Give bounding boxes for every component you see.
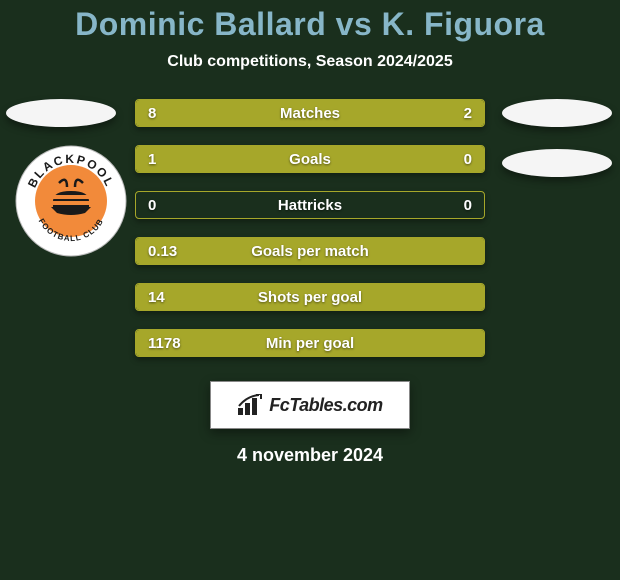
stat-label: Matches xyxy=(136,100,484,126)
stat-bars: 8Matches21Goals00Hattricks00.13Goals per… xyxy=(135,99,485,357)
stat-row: 1178Min per goal xyxy=(135,329,485,357)
player1-badge-placeholder xyxy=(6,99,116,127)
stat-value-right: 0 xyxy=(464,192,472,218)
club-badge-blackpool: BLACKPOOL FOOTBALL CLUB xyxy=(15,145,127,257)
stat-row: 14Shots per goal xyxy=(135,283,485,311)
stat-label: Goals per match xyxy=(136,238,484,264)
player2-badge-placeholder-1 xyxy=(502,99,612,127)
branding-box: FcTables.com xyxy=(210,381,410,429)
stat-label: Hattricks xyxy=(136,192,484,218)
comparison-chart: BLACKPOOL FOOTBALL CLUB 8Matches2 1Goals0… xyxy=(0,99,620,357)
stat-label: Shots per goal xyxy=(136,284,484,310)
stat-label: Goals xyxy=(136,146,484,172)
stat-value-right: 2 xyxy=(464,100,472,126)
date-label: 4 november 2024 xyxy=(0,445,620,466)
stat-row: 0.13Goals per match xyxy=(135,237,485,265)
stat-label: Min per goal xyxy=(136,330,484,356)
stat-value-right: 0 xyxy=(464,146,472,172)
branding-text: FcTables.com xyxy=(269,395,382,416)
stat-row: 0Hattricks0 xyxy=(135,191,485,219)
subtitle: Club competitions, Season 2024/2025 xyxy=(0,53,620,71)
fctables-logo-icon xyxy=(237,394,263,416)
stat-row: 8Matches2 xyxy=(135,99,485,127)
page-title: Dominic Ballard vs K. Figuora xyxy=(0,0,620,43)
player2-badge-placeholder-2 xyxy=(502,149,612,177)
stat-row: 1Goals0 xyxy=(135,145,485,173)
